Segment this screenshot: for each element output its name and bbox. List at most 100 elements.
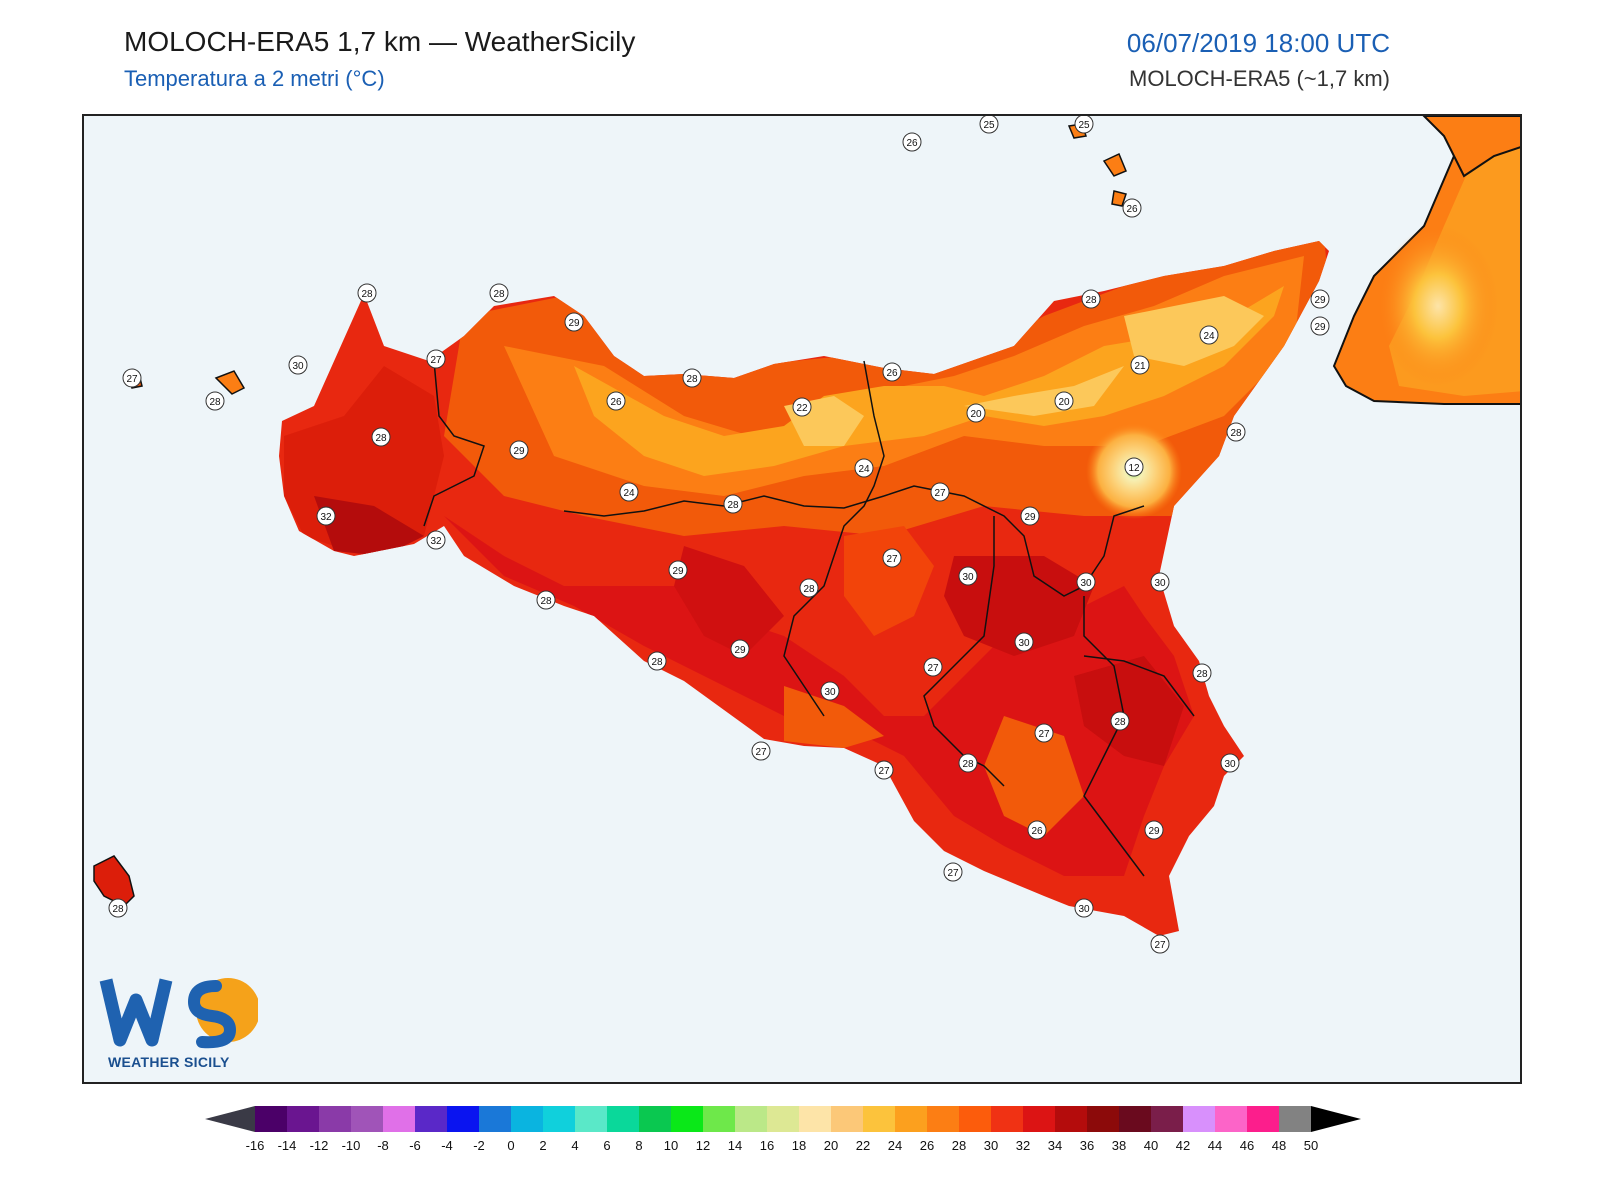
island-vulcano: [1102, 152, 1127, 177]
station-label-ribera: 28: [647, 651, 667, 671]
colorbar-segment: [735, 1106, 767, 1132]
logo-text: WEATHER SICILY: [108, 1054, 230, 1070]
station-label-randazzo: 20: [1054, 391, 1074, 411]
svg-text:28: 28: [686, 374, 698, 385]
station-label-augusta: 28: [1192, 663, 1212, 683]
svg-text:28: 28: [1196, 669, 1208, 680]
colorbar-segment: [575, 1106, 607, 1132]
colorbar-tick-label: 34: [1048, 1138, 1062, 1153]
station-label-catania: 30: [1150, 572, 1170, 592]
svg-text:27: 27: [947, 868, 959, 879]
svg-text:26: 26: [886, 368, 898, 379]
colorbar-segment: [863, 1106, 895, 1132]
colorbar-tick-label: 30: [984, 1138, 998, 1153]
station-label-caltanissetta: 28: [799, 578, 819, 598]
colorbar-segment: [479, 1106, 511, 1132]
svg-text:30: 30: [1018, 638, 1030, 649]
svg-text:30: 30: [824, 687, 836, 698]
colorbar-segment: [703, 1106, 735, 1132]
colorbar-tick-label: 36: [1080, 1138, 1094, 1153]
svg-text:28: 28: [651, 657, 663, 668]
station-labels: 25 25 26 26 28 28 29 27 28 30 27 28 29 32 32 26 28 22 26 28…: [108, 116, 1330, 954]
colorbar-tick-label: -16: [246, 1138, 265, 1153]
svg-text:28: 28: [209, 397, 221, 408]
colorbar-segment: [319, 1106, 351, 1132]
colorbar-tick-label: 24: [888, 1138, 902, 1153]
colorbar-tick-label: 12: [696, 1138, 710, 1153]
map-subtitle: Temperatura a 2 metri (°C): [124, 66, 385, 91]
logo-mark: [99, 978, 258, 1049]
station-label-pantelleria: 28: [108, 898, 128, 918]
svg-text:29: 29: [1314, 322, 1326, 333]
station-label-alcamo: 27: [426, 349, 446, 369]
station-label-cammarata: 28: [723, 494, 743, 514]
colorbar-segment: [351, 1106, 383, 1132]
svg-text:27: 27: [755, 747, 767, 758]
colorbar-segment: [607, 1106, 639, 1132]
svg-text:28: 28: [1085, 295, 1097, 306]
svg-text:24: 24: [623, 488, 635, 499]
station-label-calabria: 29: [1310, 316, 1330, 336]
station-label-stromboli: 25: [1074, 116, 1094, 134]
svg-text:29: 29: [1024, 512, 1036, 523]
svg-text:27: 27: [934, 488, 946, 499]
colorbar-segment: [287, 1106, 319, 1132]
station-label-egadi: 27: [122, 368, 142, 388]
svg-text:28: 28: [727, 500, 739, 511]
station-label-nebrodi-e: 24: [1199, 325, 1219, 345]
svg-text:20: 20: [970, 409, 982, 420]
colorbar-segment: [799, 1106, 831, 1132]
station-label-san-vito: 28: [357, 283, 377, 303]
svg-text:26: 26: [610, 397, 622, 408]
island-lipari: [1111, 190, 1127, 207]
colorbar-extend-low: [205, 1106, 255, 1132]
station-label-lipari-n: 25: [979, 116, 999, 134]
station-label-scoglitti: 27: [943, 862, 963, 882]
station-label-sciacca: 28: [536, 590, 556, 610]
station-label-selinunte: 32: [426, 530, 446, 550]
svg-text:25: 25: [1078, 120, 1090, 131]
svg-text:22: 22: [796, 403, 808, 414]
temperature-map: 25 25 26 26 28 28 29 27 28 30 27 28 29 32 32 26 28 22 26 28…: [82, 114, 1522, 1084]
svg-text:26: 26: [1126, 204, 1138, 215]
svg-text:20: 20: [1058, 397, 1070, 408]
colorbar-segment: [991, 1106, 1023, 1132]
temperature-colorbar: -16 -14 -12 -10 -8 -6 -4 -2 0 2 4 6 8 10 12 14 16 18 20 22 2…: [205, 1106, 1361, 1153]
colorbar-extend-high: [1311, 1106, 1361, 1132]
svg-text:26: 26: [906, 138, 918, 149]
station-label-etna: 12: [1124, 457, 1144, 477]
svg-text:28: 28: [1230, 428, 1242, 439]
svg-text:30: 30: [962, 572, 974, 583]
station-label-marsala: 28: [371, 427, 391, 447]
svg-text:29: 29: [1314, 295, 1326, 306]
colorbar-tick-label: 14: [728, 1138, 742, 1153]
station-label-alicudi: 26: [902, 132, 922, 152]
colorbar-tick-label: 46: [1240, 1138, 1254, 1153]
colorbar-tick-label: 22: [856, 1138, 870, 1153]
colorbar-tick-label: -4: [441, 1138, 453, 1153]
colorbar-segment: [767, 1106, 799, 1132]
colorbar-tick-label: 18: [792, 1138, 806, 1153]
colorbar-tick-label: 50: [1304, 1138, 1318, 1153]
svg-text:27: 27: [886, 554, 898, 565]
colorbar-segment: [1055, 1106, 1087, 1132]
station-label-lentini: 28: [1110, 711, 1130, 731]
station-label-siracusa: 30: [1220, 753, 1240, 773]
svg-text:27: 27: [927, 663, 939, 674]
station-label-taormina: 28: [1226, 422, 1246, 442]
svg-text:26: 26: [1031, 826, 1043, 837]
svg-text:28: 28: [962, 759, 974, 770]
station-label-licata: 27: [874, 760, 894, 780]
station-label-piazza: 30: [1014, 632, 1034, 652]
station-label-capo-gallo: 28: [489, 283, 509, 303]
station-label-marettimo: 28: [205, 391, 225, 411]
svg-text:27: 27: [1038, 729, 1050, 740]
colorbar-segment: [511, 1106, 543, 1132]
colorbar-tick-label: 16: [760, 1138, 774, 1153]
colorbar-segment: [1183, 1106, 1215, 1132]
station-label-pachino: 27: [1150, 934, 1170, 954]
station-label-noto: 29: [1144, 820, 1164, 840]
colorbar-segment: [447, 1106, 479, 1132]
colorbar-segment: [1119, 1106, 1151, 1132]
station-label-vizzini: 27: [1034, 723, 1054, 743]
